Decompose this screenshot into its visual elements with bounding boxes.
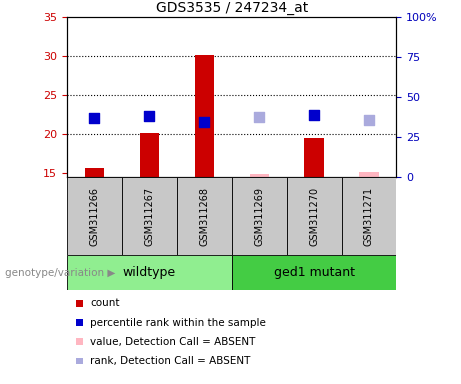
Bar — [287, 177, 342, 255]
Text: rank, Detection Call = ABSENT: rank, Detection Call = ABSENT — [90, 356, 250, 366]
Title: GDS3535 / 247234_at: GDS3535 / 247234_at — [155, 1, 308, 15]
Text: ged1 mutant: ged1 mutant — [273, 266, 355, 279]
Bar — [67, 177, 122, 255]
Text: GSM311269: GSM311269 — [254, 187, 264, 245]
Text: GSM311270: GSM311270 — [309, 187, 319, 245]
Bar — [342, 177, 396, 255]
Point — [255, 114, 263, 120]
Bar — [195, 55, 214, 177]
Bar — [140, 133, 159, 177]
Point — [310, 112, 318, 118]
Text: percentile rank within the sample: percentile rank within the sample — [90, 318, 266, 328]
Bar — [231, 177, 287, 255]
Text: genotype/variation ▶: genotype/variation ▶ — [5, 268, 115, 278]
Point — [365, 117, 372, 123]
Bar — [231, 255, 396, 290]
Bar — [249, 174, 269, 177]
Point — [201, 119, 208, 125]
Bar — [177, 177, 231, 255]
Point — [91, 115, 98, 121]
Text: wildtype: wildtype — [123, 266, 176, 279]
Text: GSM311267: GSM311267 — [144, 187, 154, 245]
Bar — [85, 168, 104, 177]
Bar — [122, 177, 177, 255]
Bar — [67, 255, 231, 290]
Point — [146, 113, 153, 119]
Bar — [304, 138, 324, 177]
Text: GSM311266: GSM311266 — [89, 187, 99, 245]
Text: GSM311271: GSM311271 — [364, 187, 374, 245]
Bar — [360, 172, 378, 177]
Text: GSM311268: GSM311268 — [199, 187, 209, 245]
Text: value, Detection Call = ABSENT: value, Detection Call = ABSENT — [90, 337, 255, 347]
Text: count: count — [90, 298, 119, 308]
